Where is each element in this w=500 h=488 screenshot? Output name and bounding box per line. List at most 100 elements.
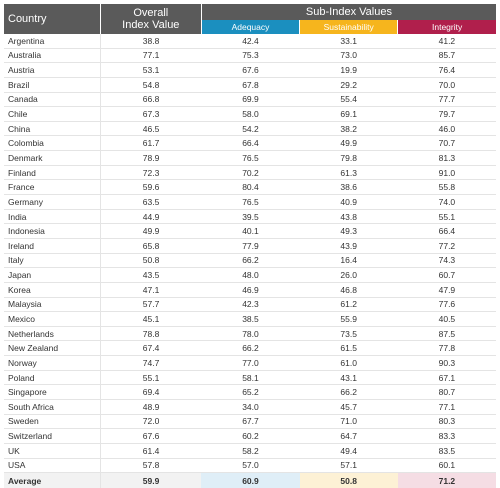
integrity-cell: 79.7 bbox=[397, 106, 496, 122]
overall-index-cell: 54.8 bbox=[99, 77, 202, 93]
table-row: New Zealand 67.4 66.2 61.5 77.8 bbox=[4, 340, 496, 357]
country-cell: Japan bbox=[4, 267, 101, 283]
integrity-cell: 77.8 bbox=[397, 340, 496, 357]
country-cell: Australia bbox=[4, 48, 101, 64]
adequacy-cell: 78.0 bbox=[201, 326, 300, 342]
integrity-cell: 55.8 bbox=[397, 179, 496, 196]
adequacy-cell: 58.1 bbox=[201, 370, 300, 386]
adequacy-cell: 75.3 bbox=[201, 48, 300, 64]
country-cell: Singapore bbox=[4, 384, 101, 401]
adequacy-cell: 38.5 bbox=[201, 311, 300, 327]
sustainability-cell: 61.3 bbox=[299, 165, 398, 181]
adequacy-cell: 60.2 bbox=[201, 428, 300, 444]
adequacy-cell: 40.1 bbox=[201, 223, 300, 239]
sustainability-cell: 38.2 bbox=[299, 121, 398, 137]
country-cell: India bbox=[4, 209, 101, 225]
integrity-cell: 66.4 bbox=[397, 223, 496, 239]
integrity-cell: 74.3 bbox=[397, 253, 496, 269]
overall-index-cell: 46.5 bbox=[99, 121, 202, 137]
integrity-cell: 81.3 bbox=[397, 150, 496, 166]
adequacy-cell: 67.7 bbox=[201, 414, 300, 430]
table-row: Canada 66.8 69.9 55.4 77.7 bbox=[4, 92, 496, 108]
adequacy-cell: 77.0 bbox=[201, 355, 300, 371]
integrity-cell: 46.0 bbox=[397, 121, 496, 137]
overall-index-cell: 43.5 bbox=[99, 267, 202, 283]
average-sustainability: 50.8 bbox=[299, 472, 398, 488]
overall-index-cell: 77.1 bbox=[99, 48, 202, 64]
integrity-cell: 80.7 bbox=[397, 384, 496, 401]
sustainability-cell: 61.0 bbox=[299, 355, 398, 371]
sustainability-cell: 79.8 bbox=[299, 150, 398, 166]
country-cell: Sweden bbox=[4, 414, 101, 430]
header-integrity: Integrity bbox=[397, 20, 496, 34]
country-cell: Canada bbox=[4, 92, 101, 108]
integrity-cell: 77.1 bbox=[397, 399, 496, 415]
header-sustainability: Sustainability bbox=[299, 20, 399, 34]
adequacy-cell: 66.2 bbox=[201, 253, 300, 269]
overall-index-cell: 72.0 bbox=[99, 414, 202, 430]
integrity-cell: 67.1 bbox=[397, 370, 496, 386]
table-row: Finland 72.3 70.2 61.3 91.0 bbox=[4, 165, 496, 181]
adequacy-cell: 67.6 bbox=[201, 62, 300, 78]
table-row: Singapore 69.4 65.2 66.2 80.7 bbox=[4, 384, 496, 401]
adequacy-cell: 66.4 bbox=[201, 135, 300, 152]
sustainability-cell: 40.9 bbox=[299, 194, 398, 210]
overall-index-cell: 72.3 bbox=[99, 165, 202, 181]
overall-index-cell: 47.1 bbox=[99, 282, 202, 298]
average-label: Average bbox=[4, 472, 101, 488]
adequacy-cell: 58.0 bbox=[201, 106, 300, 122]
header-overall-line1: Overall bbox=[133, 7, 169, 19]
adequacy-cell: 76.5 bbox=[201, 194, 300, 210]
table-row: Brazil 54.8 67.8 29.2 70.0 bbox=[4, 77, 496, 93]
overall-index-cell: 78.8 bbox=[99, 326, 202, 342]
integrity-cell: 83.3 bbox=[397, 428, 496, 444]
integrity-cell: 77.6 bbox=[397, 297, 496, 313]
index-table-container: Country Overall Index Value Sub-Index Va… bbox=[4, 4, 496, 488]
integrity-cell: 41.2 bbox=[397, 34, 496, 49]
sustainability-cell: 46.8 bbox=[299, 282, 398, 298]
sustainability-cell: 43.8 bbox=[299, 209, 398, 225]
country-cell: Brazil bbox=[4, 77, 101, 93]
header-overall-line2: Index Value bbox=[122, 19, 180, 31]
sustainability-cell: 29.2 bbox=[299, 77, 398, 93]
sustainability-cell: 38.6 bbox=[299, 179, 398, 196]
overall-index-cell: 53.1 bbox=[99, 62, 202, 78]
country-cell: Ireland bbox=[4, 238, 101, 254]
table-row: Norway 74.7 77.0 61.0 90.3 bbox=[4, 355, 496, 371]
overall-index-cell: 65.8 bbox=[99, 238, 202, 254]
sustainability-cell: 61.2 bbox=[299, 297, 398, 313]
header-sub-index-values: Sub-Index Values bbox=[201, 4, 496, 20]
table-row: Malaysia 57.7 42.3 61.2 77.6 bbox=[4, 297, 496, 313]
country-cell: Denmark bbox=[4, 150, 101, 166]
integrity-cell: 91.0 bbox=[397, 165, 496, 181]
adequacy-cell: 66.2 bbox=[201, 340, 300, 357]
sustainability-cell: 49.3 bbox=[299, 223, 398, 239]
sustainability-cell: 69.1 bbox=[299, 106, 398, 122]
sustainability-cell: 16.4 bbox=[299, 253, 398, 269]
country-cell: Netherlands bbox=[4, 326, 101, 342]
country-cell: Argentina bbox=[4, 34, 101, 49]
integrity-cell: 83.5 bbox=[397, 443, 496, 459]
integrity-cell: 60.1 bbox=[397, 458, 496, 474]
overall-index-cell: 69.4 bbox=[99, 384, 202, 401]
table-row: South Africa 48.9 34.0 45.7 77.1 bbox=[4, 399, 496, 415]
country-cell: Italy bbox=[4, 253, 101, 269]
integrity-cell: 77.7 bbox=[397, 92, 496, 108]
country-cell: Korea bbox=[4, 282, 101, 298]
table-row: Korea 47.1 46.9 46.8 47.9 bbox=[4, 282, 496, 298]
overall-index-cell: 63.5 bbox=[99, 194, 202, 210]
adequacy-cell: 67.8 bbox=[201, 77, 300, 93]
integrity-cell: 90.3 bbox=[397, 355, 496, 371]
index-table: Country Overall Index Value Sub-Index Va… bbox=[4, 4, 496, 488]
adequacy-cell: 80.4 bbox=[201, 179, 300, 196]
integrity-cell: 74.0 bbox=[397, 194, 496, 210]
average-integrity: 71.2 bbox=[397, 472, 496, 488]
sustainability-cell: 73.5 bbox=[299, 326, 398, 342]
adequacy-cell: 42.3 bbox=[201, 297, 300, 313]
country-cell: Austria bbox=[4, 62, 101, 78]
country-cell: Finland bbox=[4, 165, 101, 181]
table-row: Ireland 65.8 77.9 43.9 77.2 bbox=[4, 238, 496, 254]
table-body: Argentina 38.8 42.4 33.1 41.2 Australia 77.1 75… bbox=[4, 34, 496, 488]
table-row: Netherlands 78.8 78.0 73.5 87.5 bbox=[4, 326, 496, 342]
sustainability-cell: 71.0 bbox=[299, 414, 398, 430]
